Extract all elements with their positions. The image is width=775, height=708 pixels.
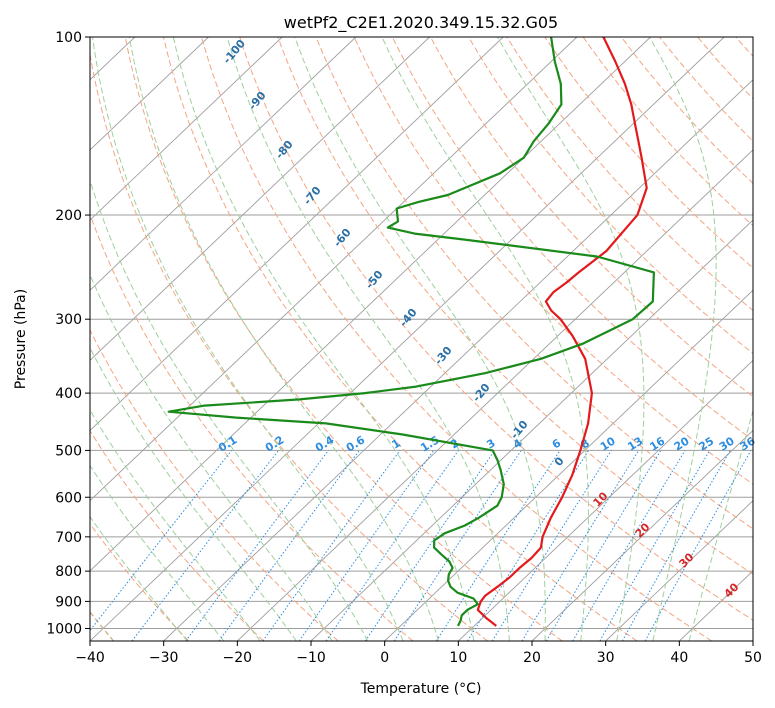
x-tick-label: 20 [523,650,541,666]
dry-adiabat-line [90,429,264,641]
mixing-ratio-line [325,450,459,641]
y-tick-label: 900 [55,594,82,610]
isotherm-line [90,37,504,432]
temperature-profile-line [476,37,648,627]
mixing-ratio-line [393,450,522,641]
dry-adiabat-line [201,37,712,641]
mixing-ratio-line [262,450,401,641]
mixing-ratio-line [644,450,752,641]
mixing-ratio-line [545,450,662,641]
y-tick-label: 600 [55,490,82,506]
x-tick-label: 40 [670,650,688,666]
data-layer [167,37,655,627]
y-tick-label: 800 [55,564,82,580]
dry-adiabat-line [506,37,753,312]
isotherm-line [90,37,651,572]
tick-layer: −40 −30 −20 −10 0 10 20 30 40 50 100 200 300 400 500 60… [46,30,762,666]
x-tick-label: −40 [75,650,105,666]
y-tick-label: 500 [55,443,82,459]
mixing-ratio-line [521,450,640,641]
isotherm-line [90,37,209,151]
dry-adiabat-line [353,37,753,485]
moist-adiabat-line [90,515,188,641]
mixing-ratio-line [621,450,731,641]
moist-adiabat-line [381,37,589,641]
mixing-ratio-line [467,450,590,641]
isotherm-line [384,289,753,641]
y-tick-label: 100 [55,30,82,46]
isotherm-line [90,37,430,361]
y-tick-label: 200 [55,208,82,224]
moist-adiabat-line [172,37,475,641]
dry-adiabat-line [315,37,753,530]
isotherm-line [605,500,753,641]
isotherm-line [90,37,357,291]
mixing-ratio-line [364,450,496,641]
x-tick-label: 30 [597,650,615,666]
dry-adiabat-line [162,37,638,641]
isotherm-line [458,359,753,641]
x-tick-label: 10 [449,650,467,666]
y-tick-label: 1000 [46,621,82,637]
mixing-ratio-line [491,450,612,641]
y-axis-label: Pressure (hPa) [13,289,29,389]
mixing-ratio-line [131,450,279,641]
mixing-ratio-line [218,450,360,641]
dry-adiabat-line [430,37,753,398]
x-axis-label: Temperature (°C) [360,681,482,697]
isotherm-line [237,149,753,641]
x-tick-label: −20 [223,650,253,666]
dry-adiabat-line [90,523,190,641]
mixing-ratio-line [435,450,561,641]
x-tick-label: 50 [744,650,762,666]
moist-adiabat-line [90,273,333,641]
isotherm-line [531,429,753,641]
dewpoint-profile-line [167,37,655,627]
plot-frame [89,36,754,642]
y-tick-label: 300 [55,312,82,328]
moist-adiabat-line [90,464,225,641]
x-tick-label: −10 [296,650,326,666]
moist-adiabat-line [294,37,546,641]
chart-title: wetPf2_C2E1.2020.349.15.32.G05 [284,13,558,33]
mixing-ratio-line [298,450,435,641]
isotherm-line [163,79,753,641]
moist-adiabat-line [90,178,369,641]
mixing-ratio-line [185,450,329,641]
moist-adiabat-line [497,37,645,641]
y-tick-label: 700 [55,530,82,546]
dry-adiabat-line [90,51,488,641]
mixing-ratio-line [90,450,232,632]
isotherm-line [90,37,578,502]
isotherm-line [90,37,283,221]
dry-adiabat-line [90,212,414,641]
x-tick-label: −30 [149,650,179,666]
isotherm-line [90,37,725,641]
moist-adiabat-line [128,37,439,641]
moist-adiabat-line [92,37,404,641]
x-tick-label: 0 [380,650,389,666]
moist-adiabat-line [648,37,717,641]
mixing-ratio-layer [90,450,752,641]
y-tick-label: 400 [55,386,82,402]
grid-layer [90,37,753,641]
